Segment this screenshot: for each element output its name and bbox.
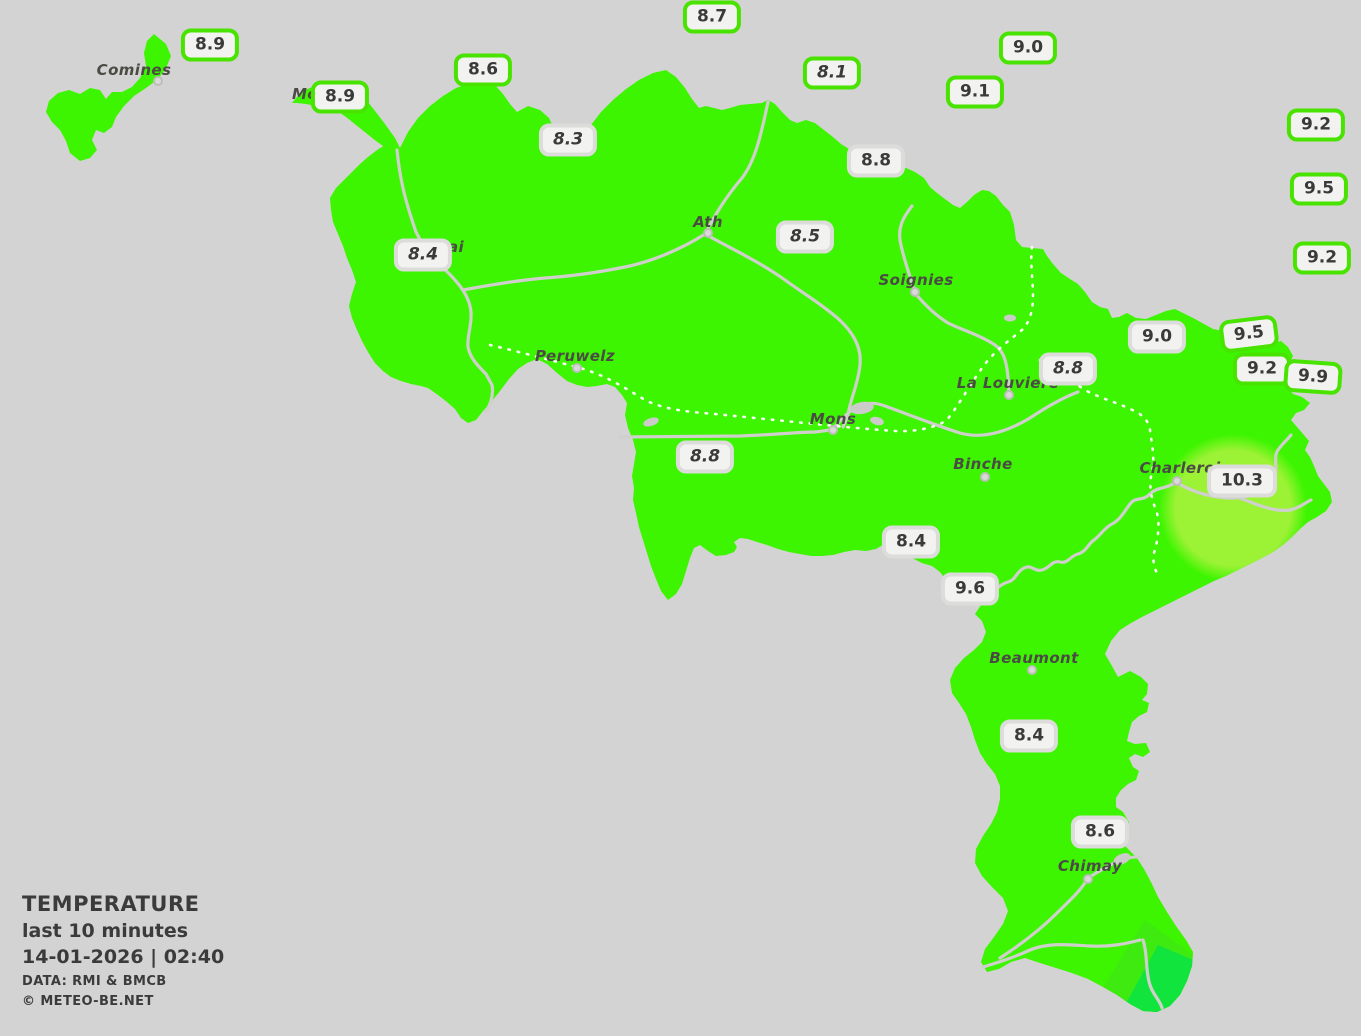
road bbox=[461, 232, 707, 292]
city-dot bbox=[1083, 874, 1093, 884]
temperature-badge[interactable]: 9.1 bbox=[945, 75, 1005, 109]
temperature-badge[interactable]: 8.1 bbox=[802, 56, 862, 90]
dashed-border bbox=[1038, 358, 1162, 580]
city-label: Ath bbox=[693, 213, 723, 231]
title-block: TEMPERATURE last 10 minutes 14-01-2026 |… bbox=[22, 892, 224, 1009]
copyright: © METEO-BE.NET bbox=[22, 994, 154, 1009]
city-label: Soignies bbox=[878, 271, 954, 289]
temperature-badge[interactable]: 8.8 bbox=[675, 440, 735, 474]
road bbox=[395, 148, 495, 414]
urban-patch bbox=[1004, 314, 1016, 322]
urban-patch bbox=[1113, 853, 1131, 865]
dashed-borders-layer bbox=[488, 245, 1162, 580]
river bbox=[1141, 938, 1164, 1010]
temperature-badge[interactable]: 9.6 bbox=[940, 572, 1000, 606]
temperature-badge[interactable]: 8.8 bbox=[846, 144, 906, 178]
temperature-badge[interactable]: 9.2 bbox=[1292, 241, 1352, 275]
city-dot bbox=[910, 287, 920, 297]
temperature-badge[interactable]: 8.4 bbox=[999, 719, 1059, 753]
road bbox=[913, 291, 1011, 395]
city-label: Comines bbox=[96, 61, 172, 79]
city-dot bbox=[980, 472, 990, 482]
city-label: Charleroi bbox=[1139, 459, 1221, 477]
dashed-border bbox=[488, 245, 1035, 433]
city-dot bbox=[703, 228, 713, 238]
city-dot bbox=[828, 425, 838, 435]
city-dot bbox=[153, 76, 163, 86]
data-credit: DATA: RMI & BMCB bbox=[22, 974, 167, 989]
temperature-badge[interactable]: 8.9 bbox=[310, 80, 370, 114]
temperature-badge[interactable]: 8.5 bbox=[775, 220, 835, 254]
city-dot bbox=[572, 363, 582, 373]
temperature-badge[interactable]: 9.5 bbox=[1218, 314, 1280, 354]
temperature-badge[interactable]: 8.6 bbox=[1070, 815, 1130, 849]
temperature-badge[interactable]: 8.4 bbox=[881, 525, 941, 559]
urban-patch bbox=[643, 417, 659, 427]
temperature-badge[interactable]: 9.2 bbox=[1232, 352, 1292, 386]
temperature-badge[interactable]: 8.4 bbox=[393, 238, 453, 272]
road bbox=[898, 204, 917, 295]
map-datetime: 14-01-2026 | 02:40 bbox=[22, 946, 225, 968]
temperature-badge[interactable]: 8.8 bbox=[1038, 352, 1098, 386]
temperature-badge[interactable]: 9.0 bbox=[1127, 320, 1187, 354]
temperature-badge[interactable]: 9.2 bbox=[1286, 108, 1346, 142]
urban-patches-layer bbox=[643, 314, 1131, 865]
city-label: Peruwelz bbox=[535, 347, 615, 365]
map-title: TEMPERATURE bbox=[22, 892, 200, 916]
river-sambre bbox=[990, 480, 1178, 594]
temperature-badge[interactable]: 8.3 bbox=[538, 123, 598, 157]
temperature-badge[interactable]: 10.3 bbox=[1207, 464, 1277, 498]
city-label: Binche bbox=[953, 455, 1013, 473]
road bbox=[703, 100, 770, 236]
temperature-badge[interactable]: 9.0 bbox=[998, 31, 1058, 65]
urban-patch bbox=[870, 416, 884, 426]
temperature-badge[interactable]: 8.9 bbox=[180, 28, 240, 62]
city-label: Chimay bbox=[1057, 857, 1123, 875]
city-dot bbox=[1172, 476, 1182, 486]
temperature-badge[interactable]: 9.9 bbox=[1282, 358, 1344, 396]
road bbox=[703, 232, 862, 429]
temperature-badge[interactable]: 8.6 bbox=[453, 53, 513, 87]
urban-patch bbox=[850, 401, 874, 415]
city-dot bbox=[1004, 390, 1014, 400]
city-label: Mons bbox=[809, 410, 857, 428]
city-label: La Louviere bbox=[956, 374, 1060, 392]
city-label: Beaumont bbox=[989, 649, 1079, 667]
city-dot bbox=[1027, 665, 1037, 675]
road bbox=[981, 938, 1142, 969]
temperature-badge[interactable]: 9.5 bbox=[1289, 172, 1349, 206]
map-subtitle: last 10 minutes bbox=[22, 920, 189, 942]
temperature-badge[interactable]: 8.7 bbox=[682, 0, 742, 34]
road bbox=[998, 876, 1090, 960]
river bbox=[1238, 496, 1313, 512]
